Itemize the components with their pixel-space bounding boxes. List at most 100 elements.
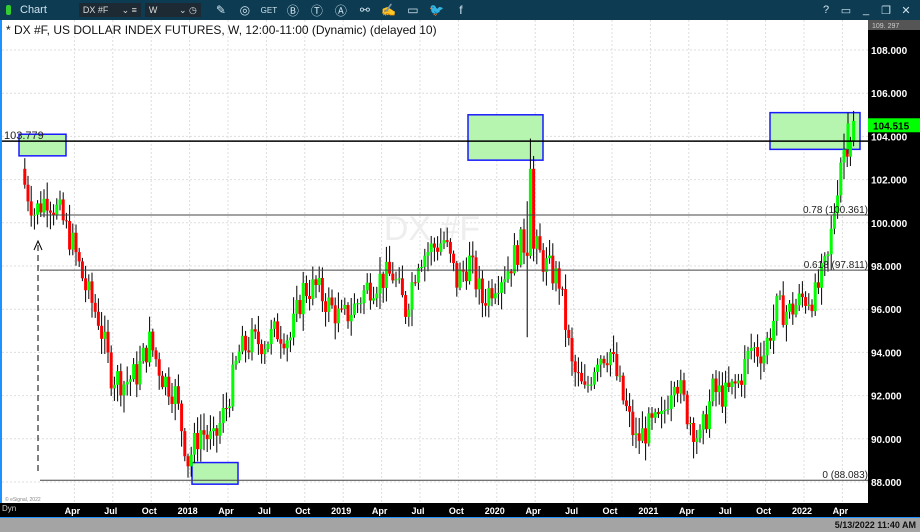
x-tick-label: Jul (104, 506, 117, 516)
candle-body (605, 363, 609, 366)
x-tick-label: Jul (719, 506, 732, 516)
chevron-down-icon: ⌄ ◷ (179, 4, 197, 15)
candle-body (138, 361, 142, 385)
y-tick-label: 102.000 (871, 176, 908, 187)
candle-body (26, 184, 30, 202)
candle-body (368, 282, 372, 301)
candle-body (714, 378, 718, 393)
candle-body (842, 149, 846, 163)
candle-body (151, 331, 155, 351)
chat-icon[interactable]: ▭ (407, 3, 419, 17)
candle-body (519, 229, 523, 265)
candle-body (736, 380, 740, 384)
candle-body (112, 384, 116, 389)
b-icon[interactable]: Ⓑ (286, 3, 299, 18)
candle-body (160, 375, 164, 388)
minimize-icon[interactable]: _ (862, 4, 870, 16)
candle-body (768, 337, 772, 341)
candle-body (628, 406, 632, 412)
candle-body (436, 247, 440, 252)
x-tick-label: Jul (411, 506, 424, 516)
candle-body (183, 431, 187, 457)
candle-body (650, 413, 654, 418)
x-tick-label: Apr (218, 506, 234, 516)
candle-body (506, 271, 510, 280)
candle-body (516, 245, 520, 265)
price-chart[interactable]: DX #F 103.779 0.78 (100.361) 0.618 (97.811)… (2, 20, 868, 503)
x-tick-label: Oct (602, 506, 617, 516)
candle-body (87, 281, 91, 291)
candle-body (852, 120, 856, 142)
candle-body (39, 203, 43, 213)
candle-body (634, 433, 638, 436)
candle-body (77, 252, 81, 262)
twitter-icon[interactable]: 🐦 (429, 3, 445, 17)
facebook-icon[interactable]: f (459, 3, 463, 17)
candle-body (666, 408, 670, 410)
candle-body (458, 269, 462, 288)
candle-body (237, 351, 241, 361)
x-tick-label: Apr (372, 506, 388, 516)
candle-body (231, 364, 235, 407)
candle-body (640, 428, 644, 441)
close-icon[interactable]: ✕ (901, 4, 911, 17)
candle-body (317, 277, 321, 286)
candle-body (608, 352, 612, 366)
candle-body (541, 250, 545, 272)
get-icon[interactable]: GET (260, 5, 278, 15)
candle-body (228, 406, 232, 409)
candle-body (746, 350, 750, 360)
candle-body (404, 295, 408, 317)
help-icon[interactable]: ? (822, 4, 830, 16)
candle-body (192, 433, 196, 455)
candle-body (186, 456, 190, 467)
candle-body (791, 303, 795, 315)
y-tick-label: 104.000 (871, 132, 908, 143)
candle-body (535, 236, 539, 249)
candle-body (845, 149, 849, 157)
candle-body (551, 255, 555, 284)
candle-body (612, 352, 616, 354)
chart-area[interactable]: DX #F 103.779 0.78 (100.361) 0.618 (97.811)… (0, 20, 868, 503)
restore-icon[interactable]: ❐ (881, 4, 891, 17)
highlight-box (18, 133, 67, 157)
chart-title: * DX #F, US DOLLAR INDEX FUTURES, W, 12:… (6, 23, 437, 37)
a-icon[interactable]: Ⓐ (334, 3, 347, 18)
candle-body (672, 386, 676, 396)
candle-body (439, 243, 443, 252)
link-icon[interactable]: ⚯ (359, 3, 370, 17)
candle-body (564, 289, 568, 330)
x-tick-label: Apr (65, 506, 81, 516)
layout-icon[interactable]: ▭ (840, 4, 852, 17)
interval-select[interactable]: W ⌄ ◷ (144, 3, 201, 17)
candle-body (154, 350, 158, 360)
candle-body (400, 278, 404, 296)
candle-body (762, 355, 766, 364)
symbol-input[interactable]: DX #F ⌄ ≡ (78, 3, 141, 17)
candle-body (106, 331, 110, 353)
x-tick-label: Oct (449, 506, 464, 516)
t-icon[interactable]: Ⓣ (310, 3, 323, 18)
axis-top-label: 109. 297 (872, 23, 899, 30)
candle-body (711, 378, 715, 402)
candle-body (544, 258, 548, 272)
candle-body (471, 255, 475, 258)
candle-body (384, 261, 388, 288)
y-tick-label: 88.000 (871, 478, 902, 489)
note-icon[interactable]: ✍ (381, 3, 397, 17)
x-tick-label: Oct (295, 506, 310, 516)
candle-body (567, 329, 571, 339)
candle-body (394, 279, 398, 281)
candle-body (733, 381, 737, 384)
candle-body (653, 412, 657, 418)
candle-body (669, 395, 673, 409)
y-tick-label: 100.000 (871, 219, 908, 230)
x-tick-label: 2020 (485, 506, 505, 516)
x-tick-label: Jul (258, 506, 271, 516)
candle-body (71, 232, 75, 250)
price-axis[interactable]: 109. 297 108.000 106.000 104.000 102.000 100.… (868, 20, 920, 517)
time-axis[interactable]: Dyn Apr Jul Oct 2018 Apr Jul Oct 2019 Apr Jul Oct 2… (0, 503, 868, 517)
fib-label: 0 (88.083) (822, 470, 868, 481)
study-icon[interactable]: ◎ (239, 3, 251, 17)
pencil-icon[interactable]: ✎ (215, 3, 226, 17)
